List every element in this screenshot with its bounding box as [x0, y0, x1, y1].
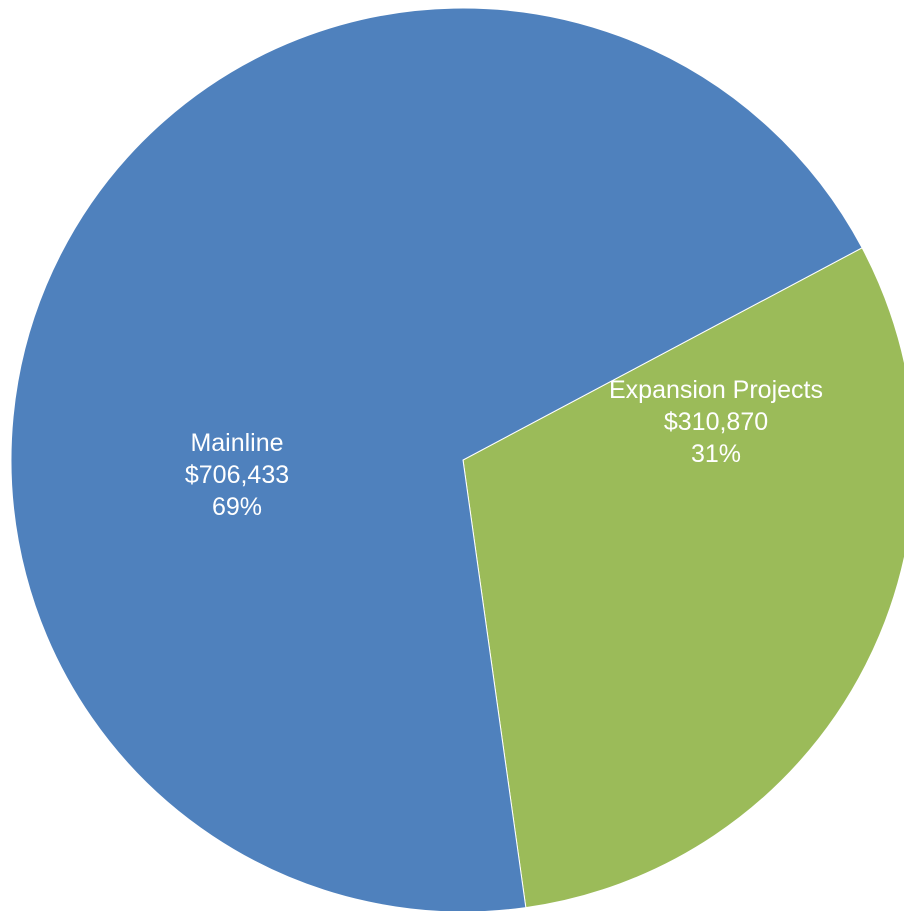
pie-labels: Expansion Projects $310,870 31% Mainline $70… [185, 376, 823, 521]
data-label-value: $310,870 [664, 408, 768, 436]
data-label-category: Mainline [190, 429, 283, 457]
data-label-percent: 69% [212, 493, 262, 521]
data-label-value: $706,433 [185, 461, 289, 489]
pie-slices [10, 7, 904, 911]
data-label-category: Expansion Projects [609, 376, 823, 404]
data-label-mainline: Mainline $706,433 69% [185, 429, 289, 521]
slice-mainline [10, 7, 863, 911]
data-label-expansion-projects: Expansion Projects $310,870 31% [609, 376, 823, 468]
data-label-percent: 31% [691, 440, 741, 468]
